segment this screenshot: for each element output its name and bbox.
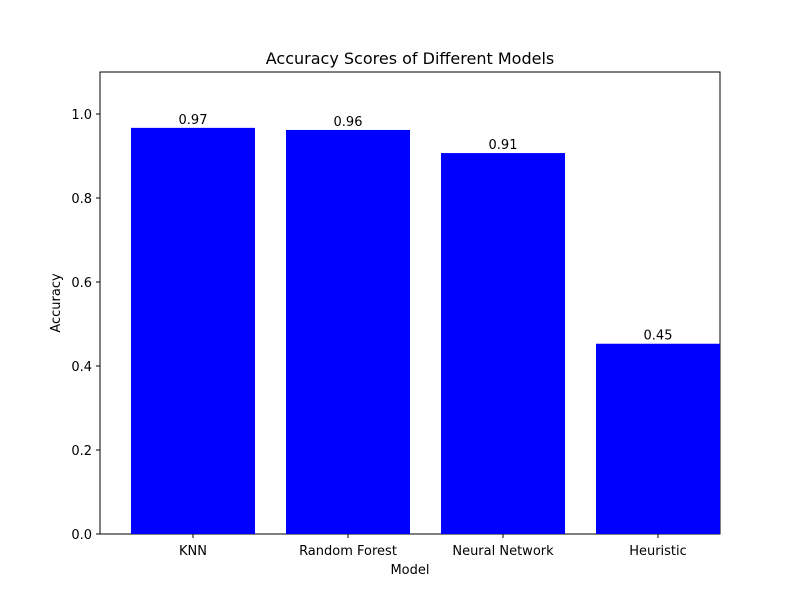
x-tick-label: KNN xyxy=(179,544,207,559)
y-tick-label: 1.0 xyxy=(71,108,92,123)
data-label: 0.45 xyxy=(644,329,673,344)
y-tick-label: 0.6 xyxy=(71,276,92,291)
y-axis-label: Accuracy xyxy=(49,273,64,333)
chart-title: Accuracy Scores of Different Models xyxy=(266,49,554,68)
x-tick-label: Random Forest xyxy=(299,544,397,559)
y-tick-label: 0.2 xyxy=(71,444,92,459)
y-tick-label: 0.4 xyxy=(71,360,92,375)
x-axis-ticks: KNN Random Forest Neural Network Heuristic xyxy=(179,534,687,559)
bar-random-forest xyxy=(286,129,410,534)
bar-neural-network xyxy=(441,153,565,534)
x-axis-label: Model xyxy=(390,563,429,578)
data-labels-layer: 0.97 0.96 0.91 0.45 xyxy=(179,113,673,344)
bar-knn xyxy=(131,127,255,535)
data-label: 0.91 xyxy=(489,138,518,153)
bars-layer xyxy=(131,127,720,535)
x-tick-label: Heuristic xyxy=(629,544,687,559)
data-label: 0.97 xyxy=(179,113,208,128)
data-label: 0.96 xyxy=(334,115,363,130)
y-tick-label: 0.8 xyxy=(71,192,92,207)
bar-heuristic xyxy=(596,343,720,534)
x-tick-label: Neural Network xyxy=(452,544,554,559)
y-tick-label: 0.0 xyxy=(71,528,92,543)
y-axis-ticks: 0.0 0.2 0.4 0.6 0.8 1.0 xyxy=(71,108,100,543)
